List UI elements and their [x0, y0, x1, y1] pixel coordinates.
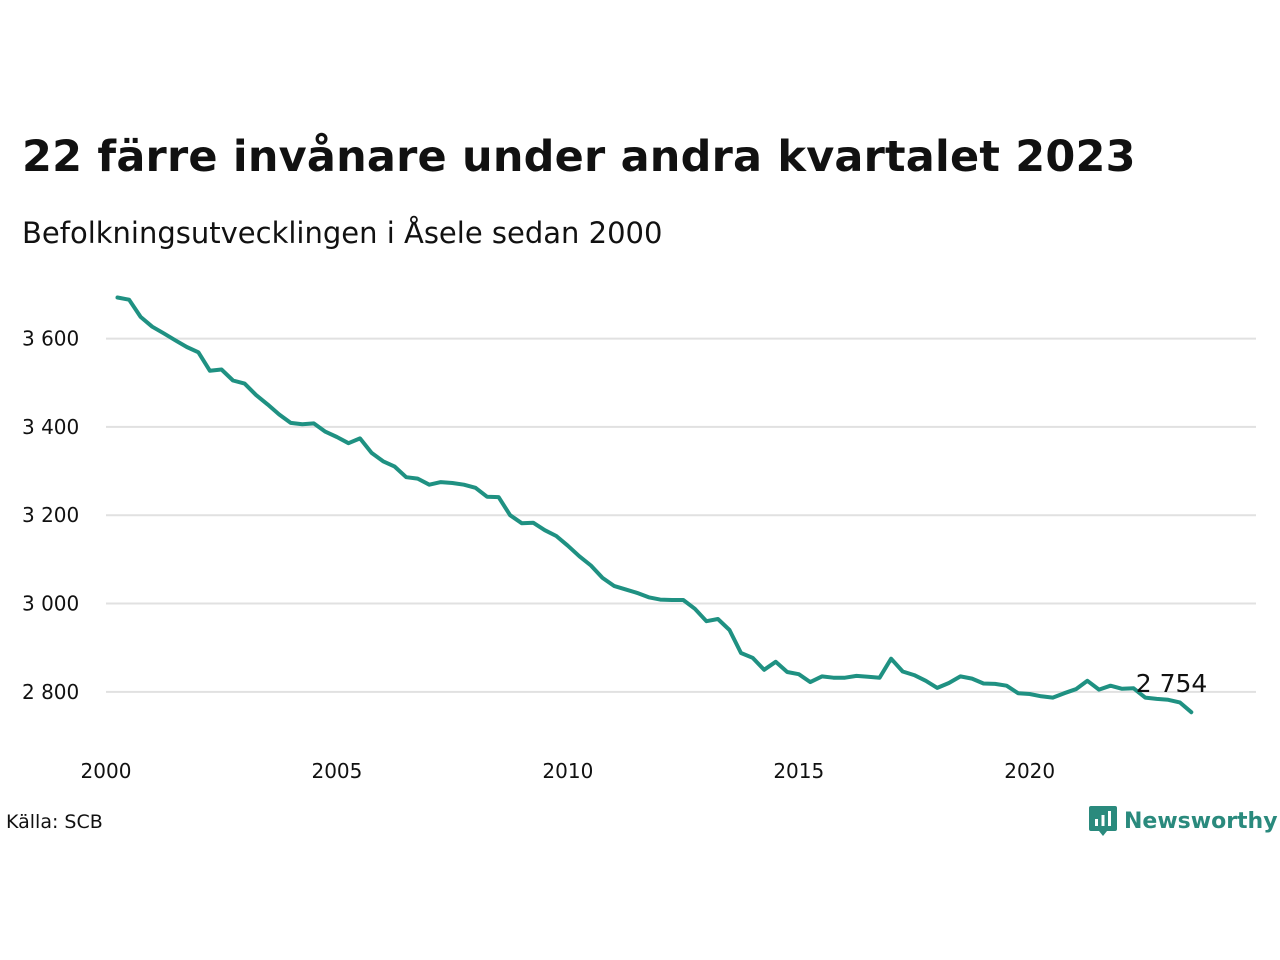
chart-title: 22 färre invånare under andra kvartalet … [22, 132, 1136, 182]
brand-logo: Newsworthy [1088, 804, 1278, 838]
y-tick-label: 3 400 [22, 415, 79, 439]
end-value-label: 2 754 [1136, 669, 1208, 698]
x-axis: 2000 2005 2010 2015 2020 [81, 759, 1056, 783]
brand-name: Newsworthy [1124, 808, 1278, 834]
gridlines [106, 337, 1256, 693]
x-tick-label: 2005 [311, 759, 362, 783]
x-tick-label: 2020 [1004, 759, 1055, 783]
y-tick-label: 3 600 [22, 327, 79, 351]
source-note: Källa: SCB [6, 811, 103, 833]
y-tick-label: 2 800 [22, 680, 79, 704]
series-layer [115, 295, 1194, 715]
x-tick-label: 2015 [773, 759, 824, 783]
y-axis: 2 800 3 000 3 200 3 400 3 600 [22, 327, 79, 704]
x-tick-label: 2000 [81, 759, 132, 783]
data-labels: 2 754 [1136, 669, 1208, 698]
y-tick-label: 3 200 [22, 503, 79, 527]
x-tick-label: 2010 [542, 759, 593, 783]
newsworthy-logo-icon [1089, 806, 1117, 836]
series-line [115, 295, 1194, 715]
chart-subtitle: Befolkningsutvecklingen i Åsele sedan 20… [22, 216, 663, 250]
y-tick-label: 3 000 [22, 592, 79, 616]
